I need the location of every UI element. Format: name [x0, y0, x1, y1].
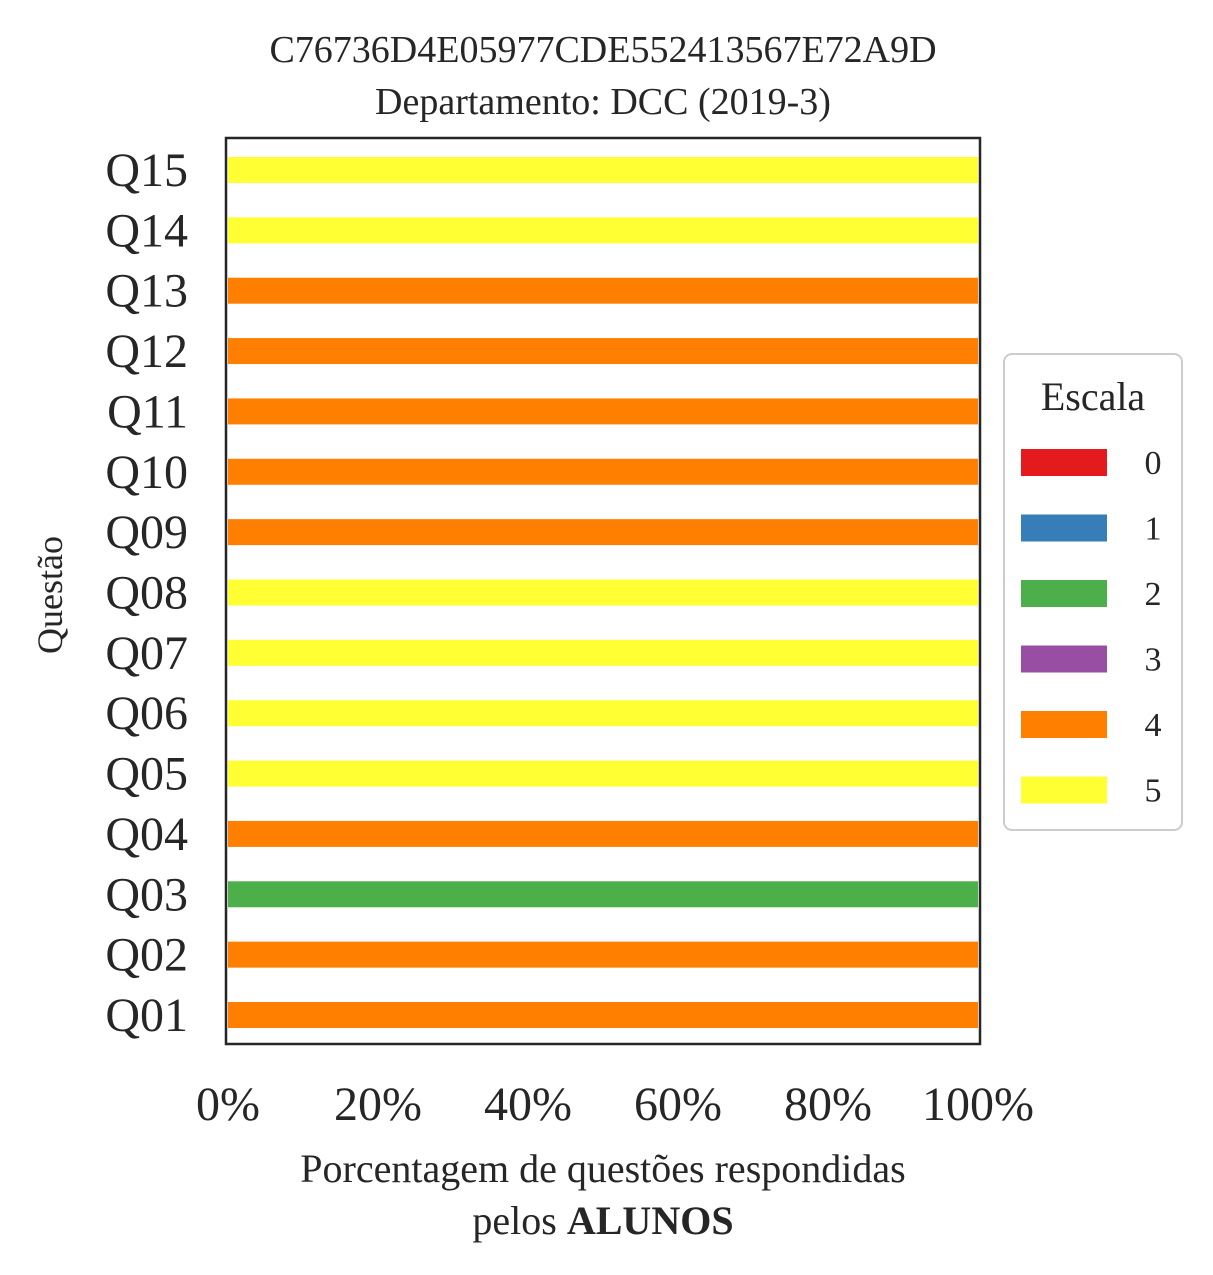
y-tick-label: Q06 [105, 687, 188, 740]
x-axis-label-prefix: pelos [472, 1198, 566, 1243]
x-tick-label: 40% [484, 1078, 572, 1131]
x-tick-label: 100% [922, 1078, 1034, 1131]
legend-label-0: 0 [1145, 445, 1162, 482]
y-tick-label: Q01 [105, 989, 188, 1042]
bars-group [228, 157, 978, 1028]
y-axis-label: Questão [30, 536, 70, 654]
chart-subtitle: Departamento: DCC (2019-3) [375, 81, 831, 123]
y-tick-label: Q08 [105, 567, 188, 620]
x-tick-label: 60% [634, 1078, 722, 1131]
bar-q15-escala-5 [228, 157, 978, 183]
legend-items: 0 1 2 3 4 5 [1021, 445, 1162, 810]
bar-q13-escala-4 [228, 277, 978, 304]
legend-swatch-1 [1021, 514, 1107, 542]
bar-q06-escala-5 [228, 700, 978, 727]
bar-q09-escala-4 [228, 519, 978, 546]
bar-q08-escala-5 [228, 579, 978, 606]
legend-swatch-3 [1021, 645, 1107, 673]
y-tick-label: Q14 [105, 204, 188, 257]
plot-frame [224, 136, 982, 1046]
legend-swatch-2 [1021, 580, 1107, 607]
bar-q12-escala-4 [228, 338, 978, 365]
bar-q01-escala-4 [228, 1002, 978, 1028]
legend-swatch-4 [1021, 711, 1107, 738]
x-axis-label-bold: ALUNOS [567, 1198, 734, 1243]
legend-label-1: 1 [1145, 511, 1162, 548]
legend-label-3: 3 [1145, 642, 1162, 679]
bar-q11-escala-4 [228, 398, 978, 425]
bar-q10-escala-4 [228, 458, 978, 485]
y-tick-label: Q11 [107, 385, 188, 438]
bar-q02-escala-4 [228, 941, 978, 968]
y-tick-label: Q15 [105, 144, 188, 197]
y-tick-label: Q09 [105, 506, 188, 559]
y-tick-label: Q07 [105, 627, 188, 680]
y-tick-label: Q02 [105, 929, 188, 982]
legend-swatch-0 [1021, 449, 1107, 476]
bar-q07-escala-5 [228, 639, 978, 666]
chart-title: C76736D4E05977CDE552413567E72A9D [269, 29, 936, 71]
x-axis-label-line1: Porcentagem de questões respondidas [300, 1146, 905, 1191]
y-tick-label: Q13 [105, 265, 188, 318]
x-tick-labels: 0% 20% 40% 60% 80% 100% [196, 1078, 1034, 1131]
legend-title: Escala [1041, 374, 1146, 419]
y-tick-labels: Q01 Q02 Q03 Q04 Q05 Q06 Q07 Q08 Q09 Q10 Q11 Q12 Q13 Q… [105, 144, 188, 1042]
y-tick-label: Q03 [105, 868, 188, 921]
bar-q04-escala-4 [228, 820, 978, 847]
y-tick-label: Q12 [105, 325, 188, 378]
legend-label-5: 5 [1145, 773, 1162, 810]
bar-q05-escala-5 [228, 760, 978, 787]
y-tick-label: Q05 [105, 748, 188, 801]
y-tick-label: Q10 [105, 446, 188, 499]
legend: Escala 0 1 2 3 4 5 [1003, 353, 1183, 831]
x-tick-label: 20% [334, 1078, 422, 1131]
bar-q14-escala-5 [228, 217, 978, 244]
x-tick-label: 0% [196, 1078, 260, 1131]
x-axis-label-line2: pelos ALUNOS [472, 1198, 733, 1243]
legend-label-2: 2 [1145, 576, 1162, 613]
y-tick-label: Q04 [105, 808, 188, 861]
x-tick-label: 80% [784, 1078, 872, 1131]
legend-swatch-5 [1021, 776, 1107, 804]
bar-q03-escala-2 [228, 881, 978, 908]
legend-label-4: 4 [1145, 707, 1162, 744]
